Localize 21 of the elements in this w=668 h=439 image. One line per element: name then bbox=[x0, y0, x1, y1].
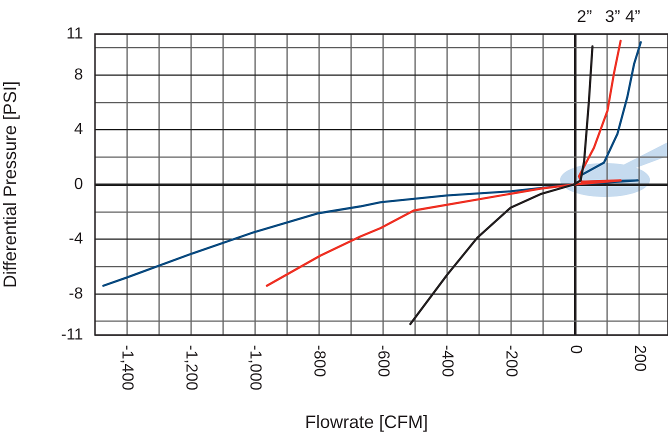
x-tick-label: -1,200 bbox=[182, 345, 200, 390]
x-tick-label: 0 bbox=[566, 345, 584, 354]
x-tick-label: -200 bbox=[502, 345, 520, 378]
y-axis-title: Differential Pressure [PSI] bbox=[0, 81, 20, 288]
series-label: 2” bbox=[576, 7, 592, 26]
y-tick-label: -8 bbox=[68, 285, 84, 302]
x-tick-label: 200 bbox=[630, 345, 648, 372]
x-tick-label: -1,000 bbox=[246, 345, 264, 390]
x-tick-label: -1,400 bbox=[118, 345, 136, 390]
x-tick-label: -400 bbox=[438, 345, 456, 378]
x-tick-label: -800 bbox=[310, 345, 328, 378]
y-tick-label: 0 bbox=[74, 176, 84, 193]
series-label: 4” bbox=[625, 7, 641, 26]
series-label: 3” bbox=[605, 7, 621, 26]
y-tick-label: -4 bbox=[68, 230, 84, 248]
x-tick-label: -600 bbox=[374, 345, 392, 378]
x-axis-title: Flowrate [CFM] bbox=[304, 412, 428, 432]
y-tick-label: 11 bbox=[66, 25, 84, 42]
y-tick-label: 8 bbox=[74, 66, 84, 84]
y-tick-label: -11 bbox=[61, 326, 84, 344]
y-tick-label: 4 bbox=[74, 121, 84, 138]
